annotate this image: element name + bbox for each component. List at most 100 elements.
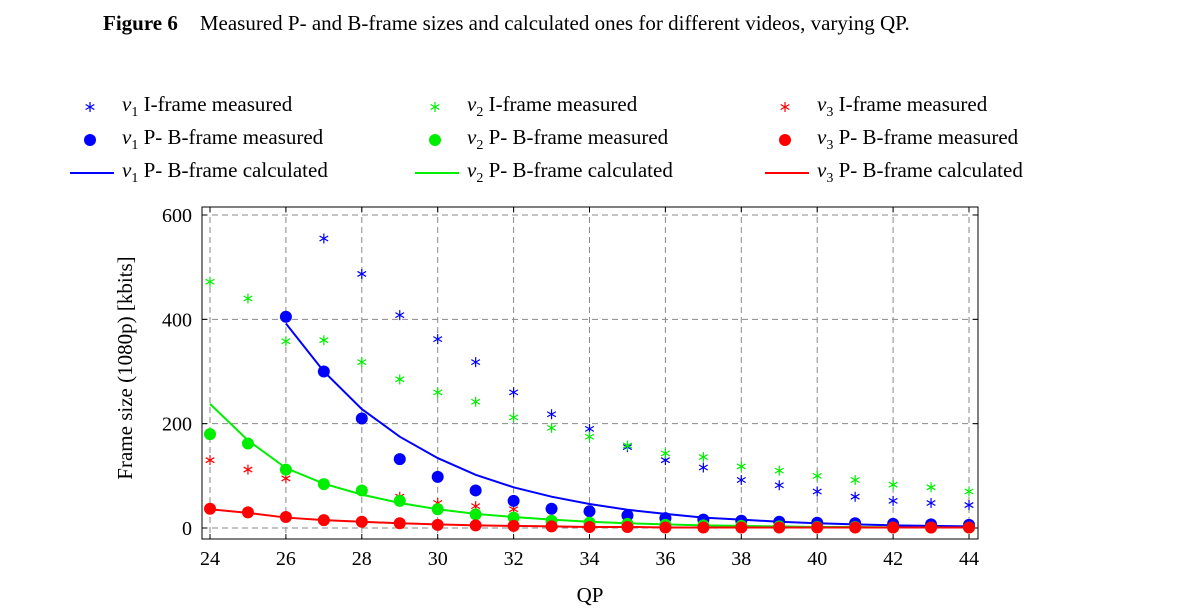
legend-label: v2 P- B-frame calculated bbox=[467, 158, 673, 187]
data-point-star bbox=[736, 475, 746, 486]
x-tick-label: 40 bbox=[807, 548, 827, 570]
x-tick-label: 24 bbox=[200, 548, 220, 570]
data-point-dot bbox=[849, 521, 862, 534]
legend-sub: 2 bbox=[476, 171, 484, 187]
legend-label: v3 I-frame measured bbox=[817, 92, 987, 121]
legend-text: I-frame measured bbox=[138, 91, 293, 116]
legend-var: v bbox=[817, 91, 827, 116]
data-point-star bbox=[205, 455, 215, 466]
legend-var: v bbox=[122, 157, 132, 182]
data-point-star bbox=[926, 497, 936, 508]
legend-sub: 2 bbox=[476, 105, 484, 121]
data-point-dot bbox=[887, 521, 900, 534]
data-point-star bbox=[736, 461, 746, 472]
data-point-dot bbox=[317, 365, 330, 378]
data-point-star bbox=[964, 486, 974, 497]
data-point-star bbox=[243, 293, 253, 304]
chart-series bbox=[204, 233, 975, 534]
legend-entry: v2 P- B-frame measured bbox=[411, 123, 668, 156]
data-point-star bbox=[698, 452, 708, 463]
legend-entry: v3 P- B-frame calculated bbox=[761, 156, 1023, 189]
data-point-dot bbox=[204, 428, 216, 441]
data-point-star bbox=[698, 462, 708, 473]
x-tick-label: 36 bbox=[655, 548, 675, 570]
data-point-star bbox=[812, 470, 822, 481]
legend-text: P- B-frame measured bbox=[483, 124, 669, 149]
legend-text: P- B-frame calculated bbox=[833, 157, 1023, 182]
legend-entry: v3 P- B-frame measured bbox=[761, 123, 1018, 156]
data-point-dot bbox=[621, 509, 634, 522]
data-point-dot bbox=[204, 502, 216, 515]
legend-var: v bbox=[467, 157, 477, 182]
legend-var: v bbox=[122, 91, 132, 116]
data-point-star bbox=[319, 233, 329, 244]
data-point-dot bbox=[507, 494, 520, 507]
data-point-dot bbox=[469, 508, 482, 521]
data-point-dot bbox=[393, 453, 406, 466]
legend-star-icon bbox=[85, 101, 95, 112]
y-tick-label: 400 bbox=[162, 309, 192, 331]
legend-text: P- B-frame calculated bbox=[138, 157, 328, 182]
legend-var: v bbox=[817, 157, 827, 182]
legend-dot-icon bbox=[84, 133, 96, 146]
legend-var: v bbox=[122, 124, 132, 149]
y-axis-label: Frame size (1080p) [kbits] bbox=[113, 256, 137, 479]
legend-sub: 1 bbox=[131, 171, 139, 187]
data-point-star bbox=[926, 482, 936, 493]
data-point-dot bbox=[393, 494, 406, 507]
legend-symbol bbox=[429, 133, 441, 146]
data-point-dot bbox=[469, 484, 482, 497]
legend-entry: v2 I-frame measured bbox=[411, 90, 637, 123]
legend-entry: v1 P- B-frame measured bbox=[66, 123, 323, 156]
legend-sub: 2 bbox=[476, 138, 484, 154]
legend-text: I-frame measured bbox=[833, 91, 988, 116]
legend-symbol bbox=[70, 171, 114, 174]
y-tick-label: 600 bbox=[162, 205, 192, 227]
legend-entry: v3 I-frame measured bbox=[761, 90, 987, 123]
data-point-star bbox=[395, 374, 405, 385]
x-tick-label: 38 bbox=[731, 548, 751, 570]
data-point-dot bbox=[469, 519, 482, 532]
data-point-star bbox=[774, 480, 784, 491]
data-point-star bbox=[471, 357, 481, 368]
data-point-star bbox=[660, 448, 671, 459]
data-point-dot bbox=[735, 521, 748, 534]
data-point-star bbox=[471, 396, 481, 407]
data-point-star bbox=[812, 486, 822, 497]
legend-entry: v1 I-frame measured bbox=[66, 90, 292, 123]
data-point-dot bbox=[279, 463, 292, 476]
legend-symbol bbox=[415, 171, 459, 174]
legend-symbol bbox=[780, 101, 790, 112]
legend-sub: 3 bbox=[826, 105, 834, 121]
data-point-star bbox=[395, 310, 405, 321]
legend-label: v1 P- B-frame measured bbox=[122, 125, 323, 154]
y-tick-label: 0 bbox=[182, 518, 192, 540]
series-line bbox=[285, 322, 970, 528]
legend-text: P- B-frame measured bbox=[138, 124, 324, 149]
legend-symbol bbox=[84, 133, 96, 146]
legend-star-icon bbox=[430, 101, 440, 112]
data-point-dot bbox=[279, 511, 292, 524]
legend-label: v3 P- B-frame measured bbox=[817, 125, 1018, 154]
data-point-dot bbox=[317, 478, 330, 491]
x-axis-label: QP bbox=[577, 583, 604, 607]
figure-caption-text: Measured P- and B-frame sizes and calcul… bbox=[199, 11, 910, 35]
legend-star-icon bbox=[780, 101, 790, 112]
legend-text: P- B-frame calculated bbox=[483, 157, 673, 182]
chart-legend: v1 I-frame measured v2 I-frame measured v3… bbox=[66, 90, 1116, 190]
data-point-dot bbox=[393, 517, 406, 530]
data-point-dot bbox=[697, 521, 710, 534]
data-point-star bbox=[964, 500, 974, 511]
data-point-dot bbox=[659, 521, 672, 534]
legend-sub: 1 bbox=[131, 105, 139, 121]
legend-symbol bbox=[779, 133, 791, 146]
data-point-star bbox=[433, 387, 443, 398]
data-point-star bbox=[205, 276, 215, 287]
data-point-star bbox=[888, 479, 898, 490]
legend-sub: 1 bbox=[131, 138, 139, 154]
x-tick-label: 26 bbox=[276, 548, 296, 570]
data-point-dot bbox=[355, 412, 368, 425]
axis-ticks: 24 26 28 30 32 34 36 38 40 42 44 0 200 400 600 bbox=[162, 205, 979, 570]
data-point-star bbox=[622, 440, 633, 451]
